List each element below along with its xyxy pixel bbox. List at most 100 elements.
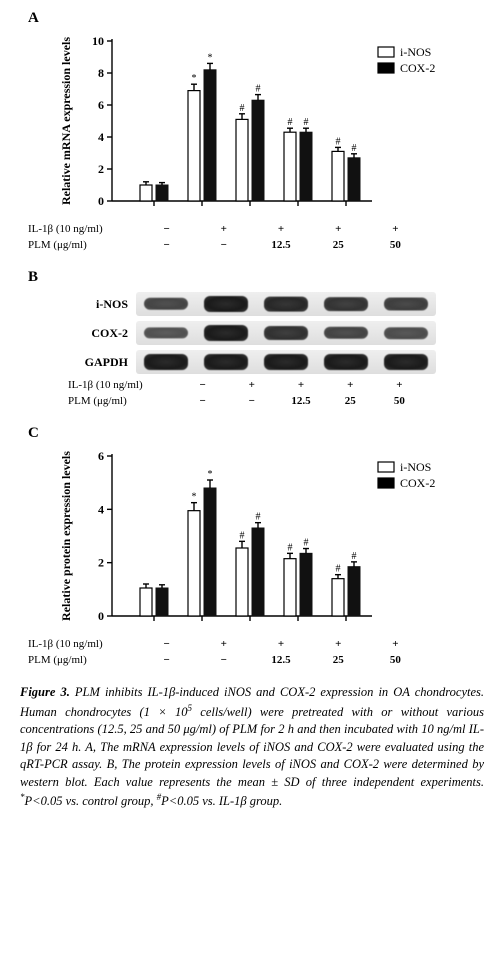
condition-row: PLM (μg/ml)−−12.52550	[20, 654, 484, 666]
svg-text:#: #	[304, 538, 309, 549]
condition-value: −	[195, 239, 252, 251]
condition-value: +	[252, 223, 309, 235]
svg-text:Relative protein expression le: Relative protein expression levels	[59, 451, 73, 621]
svg-text:#: #	[288, 117, 293, 128]
panel-b: B i-NOS COX-2 GAPDH IL-1β (10 ng/ml)−++++ P…	[20, 269, 484, 407]
condition-value: −	[195, 654, 252, 666]
blot-band	[264, 326, 307, 340]
condition-value: −	[178, 379, 227, 391]
panel-a-chart: 0 2 4 6 8 10 Relative mRNA expression levels i-…	[20, 29, 484, 219]
condition-value: −	[227, 395, 276, 407]
svg-text:2: 2	[98, 162, 104, 176]
svg-text:6: 6	[98, 98, 104, 112]
blot-strip	[136, 292, 436, 316]
western-blot: i-NOS COX-2 GAPDH	[80, 292, 484, 374]
svg-text:COX-2: COX-2	[400, 476, 435, 490]
panel-a-conditions: IL-1β (10 ng/ml)−++++PLM (μg/ml)−−12.525…	[20, 223, 484, 251]
blot-band	[144, 298, 187, 310]
svg-text:4: 4	[98, 502, 104, 516]
svg-text:i-NOS: i-NOS	[400, 460, 431, 474]
svg-text:#: #	[256, 84, 261, 95]
blot-band	[144, 327, 187, 338]
blot-row: COX-2	[80, 321, 484, 345]
condition-value: 50	[367, 654, 424, 666]
condition-row: PLM (μg/ml)−−12.52550	[20, 239, 484, 251]
condition-value: +	[227, 379, 276, 391]
condition-value: +	[367, 223, 424, 235]
blot-band	[264, 297, 307, 312]
svg-text:#: #	[352, 143, 357, 154]
condition-value: +	[375, 379, 424, 391]
svg-text:10: 10	[92, 34, 104, 48]
condition-value: +	[326, 379, 375, 391]
condition-label: PLM (μg/ml)	[20, 239, 138, 251]
condition-label: IL-1β (10 ng/ml)	[20, 638, 138, 650]
svg-text:#: #	[256, 512, 261, 523]
blot-row: GAPDH	[80, 350, 484, 374]
condition-value: 50	[367, 239, 424, 251]
svg-text:#: #	[352, 551, 357, 562]
svg-text:#: #	[288, 542, 293, 553]
svg-text:#: #	[240, 530, 245, 541]
caption-hash-text: P<0.05 vs. IL-1β group.	[161, 794, 282, 808]
blot-band	[204, 354, 247, 370]
blot-band	[384, 327, 427, 339]
svg-text:#: #	[240, 103, 245, 114]
blot-band	[384, 298, 427, 311]
svg-text:6: 6	[98, 449, 104, 463]
panel-b-label: B	[28, 269, 484, 286]
svg-text:*: *	[192, 492, 197, 503]
condition-value: −	[138, 638, 195, 650]
condition-value: 12.5	[252, 239, 309, 251]
condition-value: +	[367, 638, 424, 650]
blot-band	[264, 354, 307, 370]
blot-strip	[136, 350, 436, 374]
blot-row: i-NOS	[80, 292, 484, 316]
svg-text:i-NOS: i-NOS	[400, 45, 431, 59]
condition-value: +	[252, 638, 309, 650]
blot-protein-label: GAPDH	[80, 355, 136, 370]
condition-value: 25	[310, 239, 367, 251]
condition-value: 12.5	[252, 654, 309, 666]
blot-protein-label: i-NOS	[80, 297, 136, 312]
blot-band	[144, 354, 187, 370]
condition-value: 50	[375, 395, 424, 407]
condition-value: −	[138, 654, 195, 666]
panel-b-conditions: IL-1β (10 ng/ml)−++++PLM (μg/ml)−−12.525…	[60, 379, 484, 407]
svg-text:0: 0	[98, 194, 104, 208]
svg-text:*: *	[208, 469, 213, 480]
condition-value: +	[195, 638, 252, 650]
svg-text:Relative mRNA expression level: Relative mRNA expression levels	[59, 37, 73, 205]
blot-band	[324, 297, 367, 311]
condition-value: −	[138, 223, 195, 235]
panel-c: C 0246Relative protein expression levels…	[20, 425, 484, 666]
svg-text:#: #	[336, 564, 341, 575]
svg-text:0: 0	[98, 609, 104, 623]
panel-a: A 0246810Relative mRNA expression levels…	[20, 10, 484, 251]
condition-label: PLM (μg/ml)	[60, 395, 178, 407]
svg-text:4: 4	[98, 130, 104, 144]
svg-text:#: #	[336, 136, 341, 147]
panel-c-conditions: IL-1β (10 ng/ml)−++++PLM (μg/ml)−−12.525…	[20, 638, 484, 666]
svg-text:COX-2: COX-2	[400, 61, 435, 75]
condition-row: IL-1β (10 ng/ml)−++++	[20, 638, 484, 650]
condition-label: IL-1β (10 ng/ml)	[60, 379, 178, 391]
condition-label: PLM (μg/ml)	[20, 654, 138, 666]
condition-value: −	[138, 239, 195, 251]
svg-text:*: *	[208, 52, 213, 63]
blot-band	[324, 327, 367, 339]
condition-value: 25	[310, 654, 367, 666]
svg-text:8: 8	[98, 66, 104, 80]
blot-band	[324, 354, 367, 370]
figure-number: Figure 3.	[20, 685, 70, 699]
blot-band	[204, 325, 247, 341]
caption-star-text: P<0.05 vs. control group,	[25, 794, 157, 808]
condition-value: +	[310, 223, 367, 235]
blot-protein-label: COX-2	[80, 326, 136, 341]
blot-strip	[136, 321, 436, 345]
condition-row: IL-1β (10 ng/ml)−++++	[60, 379, 484, 391]
figure-caption: Figure 3. PLM inhibits IL-1β-induced iNO…	[20, 684, 484, 811]
svg-text:#: #	[304, 117, 309, 128]
condition-value: 12.5	[276, 395, 325, 407]
panel-c-chart: 0246Relative protein expression levelsi-…	[20, 444, 484, 634]
